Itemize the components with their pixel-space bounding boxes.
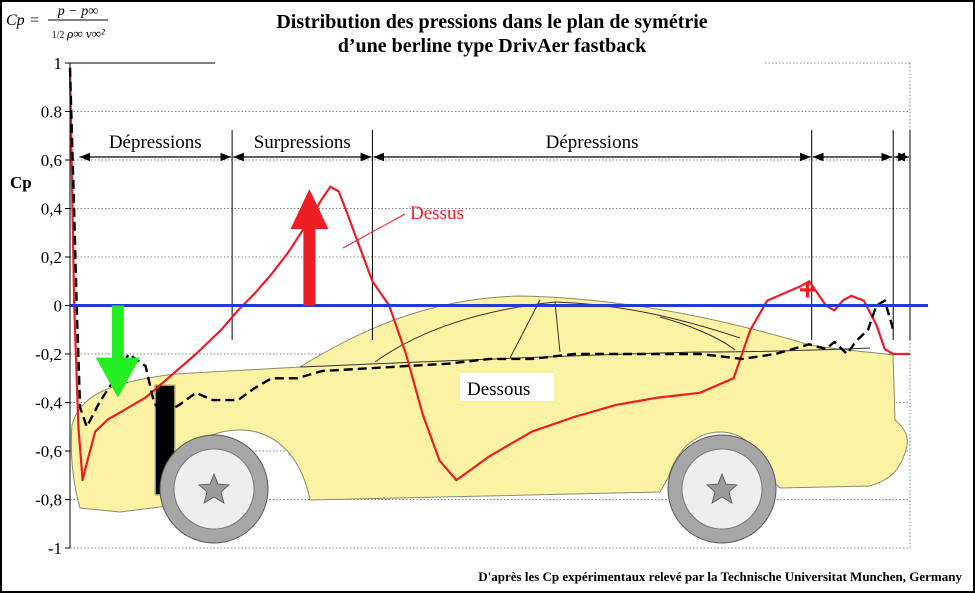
y-axis-label: Cp — [10, 173, 32, 192]
formula-lhs: Cp — [6, 12, 25, 29]
formula-numerator: p − p∞ — [57, 4, 98, 19]
series-label-dessous: Dessous — [467, 379, 530, 400]
series-label-dessus: Dessus — [410, 203, 464, 224]
cp-formula: Cp = p − p∞ 1/2 ρ∞ v∞² — [6, 4, 108, 41]
chart-subtitle: d’une berline type DrivAer fastback — [338, 35, 647, 57]
car-illustration — [70, 295, 908, 544]
dessus-leader-line — [342, 213, 406, 249]
car-beltline — [299, 347, 871, 368]
y-tick-label: -0,4 — [35, 394, 62, 413]
y-tick-label: 0,2 — [41, 248, 62, 267]
y-tick-label: 0.8 — [41, 103, 62, 122]
formula-denominator: ρ∞ v∞² — [66, 26, 106, 41]
down-arrow-icon — [95, 305, 140, 398]
y-tick-label: 0,6 — [41, 151, 62, 170]
y-tick-label: 0 — [54, 297, 63, 316]
front-wheel — [159, 434, 269, 544]
star-hub-icon — [198, 472, 230, 504]
y-tick-label: 1 — [54, 54, 63, 73]
plus-icon: + — [799, 274, 817, 307]
big-arrows — [95, 189, 329, 398]
y-ticks: 1 0.8 0,6 0,4 0,2 0 -0,2 -0,4 -0,6 -0,8 -1 — [35, 54, 70, 558]
zones: Dépressions Surpressions Dépressions — [79, 130, 911, 340]
y-tick-label: -1 — [48, 539, 62, 558]
rear-wheel — [667, 434, 777, 544]
car-window-line-2 — [509, 299, 736, 359]
y-tick-label: 0,4 — [41, 200, 63, 219]
up-arrow-icon — [290, 189, 329, 306]
star-hub-icon — [706, 472, 738, 504]
formula-den-coef: 1/2 — [52, 30, 65, 41]
zone-label: Dépressions — [546, 132, 639, 153]
y-tick-label: -0,2 — [35, 345, 62, 364]
car-body — [70, 295, 908, 513]
y-tick-label: -0,6 — [35, 442, 62, 461]
formula-eq: = — [30, 12, 39, 29]
dessous-label-bg — [460, 373, 554, 401]
credit-text: D'après les Cp expérimentaux relevé par … — [478, 569, 962, 584]
y-tick-label: -0,8 — [35, 491, 62, 510]
zone-label: Surpressions — [254, 132, 351, 153]
zone-label: Dépressions — [109, 132, 202, 153]
chart-title: Distribution des pressions dans le plan … — [276, 11, 707, 33]
